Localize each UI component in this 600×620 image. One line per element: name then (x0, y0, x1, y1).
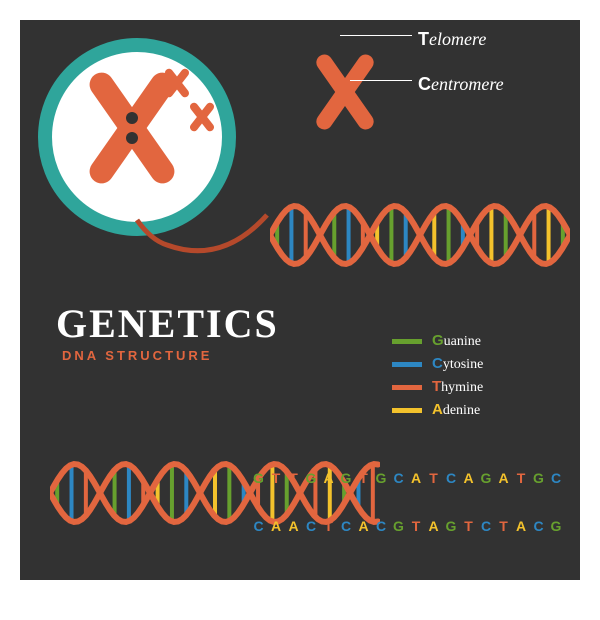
subtitle-dna: DNA STRUCTURE (62, 348, 212, 363)
chromosome-callout (305, 52, 385, 132)
base-legend: Guanine Cytosine Thymine Adenine (392, 332, 483, 424)
title-genetics: GENETICS (56, 300, 279, 347)
callout-telomere: Telomere (418, 29, 486, 50)
sequence-top: GTTGAGTGCATCAGATGC (250, 470, 565, 486)
sequence-bottom: CAACTCACGTAGTCTACG (250, 518, 565, 534)
legend-row-G: Guanine (392, 332, 483, 350)
legend-row-A: Adenine (392, 401, 483, 419)
dna-helix-top (270, 200, 570, 270)
legend-row-T: Thymine (392, 378, 483, 396)
callout-centromere: Centromere (418, 74, 504, 95)
infographic-canvas: Telomere Centromere GENETICS DNA STRUCTUR… (20, 20, 580, 580)
legend-row-C: Cytosine (392, 355, 483, 373)
